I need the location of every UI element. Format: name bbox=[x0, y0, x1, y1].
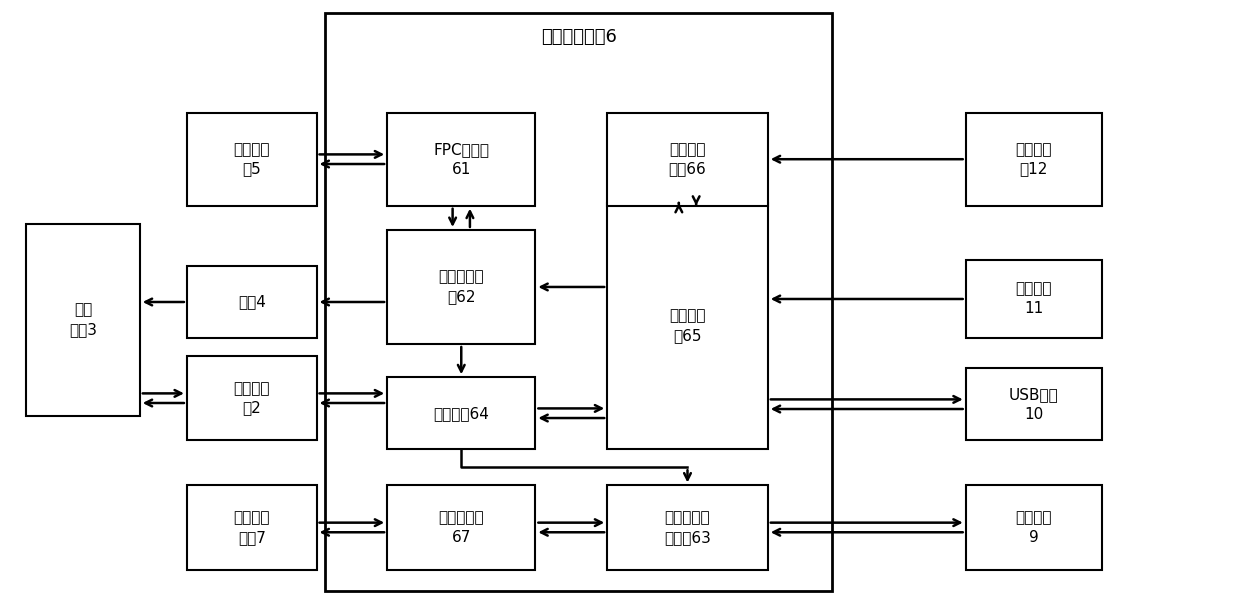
Bar bbox=[387, 486, 535, 570]
Text: 测量控制板卡6: 测量控制板卡6 bbox=[540, 28, 617, 47]
Text: 开关按钮
11: 开关按钮 11 bbox=[1016, 281, 1052, 316]
Bar bbox=[187, 112, 317, 206]
Text: 外接电源
线12: 外接电源 线12 bbox=[1016, 142, 1052, 176]
Text: 电机4: 电机4 bbox=[238, 295, 265, 309]
Bar bbox=[965, 112, 1101, 206]
Bar bbox=[607, 486, 768, 570]
Bar bbox=[187, 266, 317, 338]
Bar bbox=[187, 356, 317, 440]
Text: 压力测量
板5: 压力测量 板5 bbox=[233, 142, 270, 176]
Bar bbox=[607, 203, 768, 449]
Text: 电源管理
模块66: 电源管理 模块66 bbox=[669, 142, 706, 176]
Text: 缓存模块64: 缓存模块64 bbox=[434, 406, 489, 421]
Text: 交互处理
终端7: 交互处理 终端7 bbox=[233, 510, 270, 545]
Text: USB接口
10: USB接口 10 bbox=[1009, 387, 1058, 422]
Bar bbox=[965, 368, 1101, 440]
Text: 内置数据线
67: 内置数据线 67 bbox=[439, 510, 484, 545]
Bar bbox=[607, 112, 768, 206]
Text: 脚型扫描
柱2: 脚型扫描 柱2 bbox=[233, 381, 270, 416]
Bar bbox=[26, 224, 140, 416]
Bar bbox=[187, 486, 317, 570]
Text: 网络接口
9: 网络接口 9 bbox=[1016, 510, 1052, 545]
Bar bbox=[387, 377, 535, 449]
Text: 中央处理
器65: 中央处理 器65 bbox=[669, 309, 706, 344]
Bar bbox=[326, 13, 833, 591]
Bar bbox=[387, 112, 535, 206]
Text: 数据采集模
块62: 数据采集模 块62 bbox=[439, 269, 484, 304]
Text: FPC连接器
61: FPC连接器 61 bbox=[434, 142, 489, 176]
Bar bbox=[387, 230, 535, 344]
Bar bbox=[965, 260, 1101, 338]
Text: 高速数据传
输模块63: 高速数据传 输模块63 bbox=[664, 510, 711, 545]
Bar bbox=[965, 486, 1101, 570]
Text: 圆环
导轨3: 圆环 导轨3 bbox=[69, 303, 97, 338]
